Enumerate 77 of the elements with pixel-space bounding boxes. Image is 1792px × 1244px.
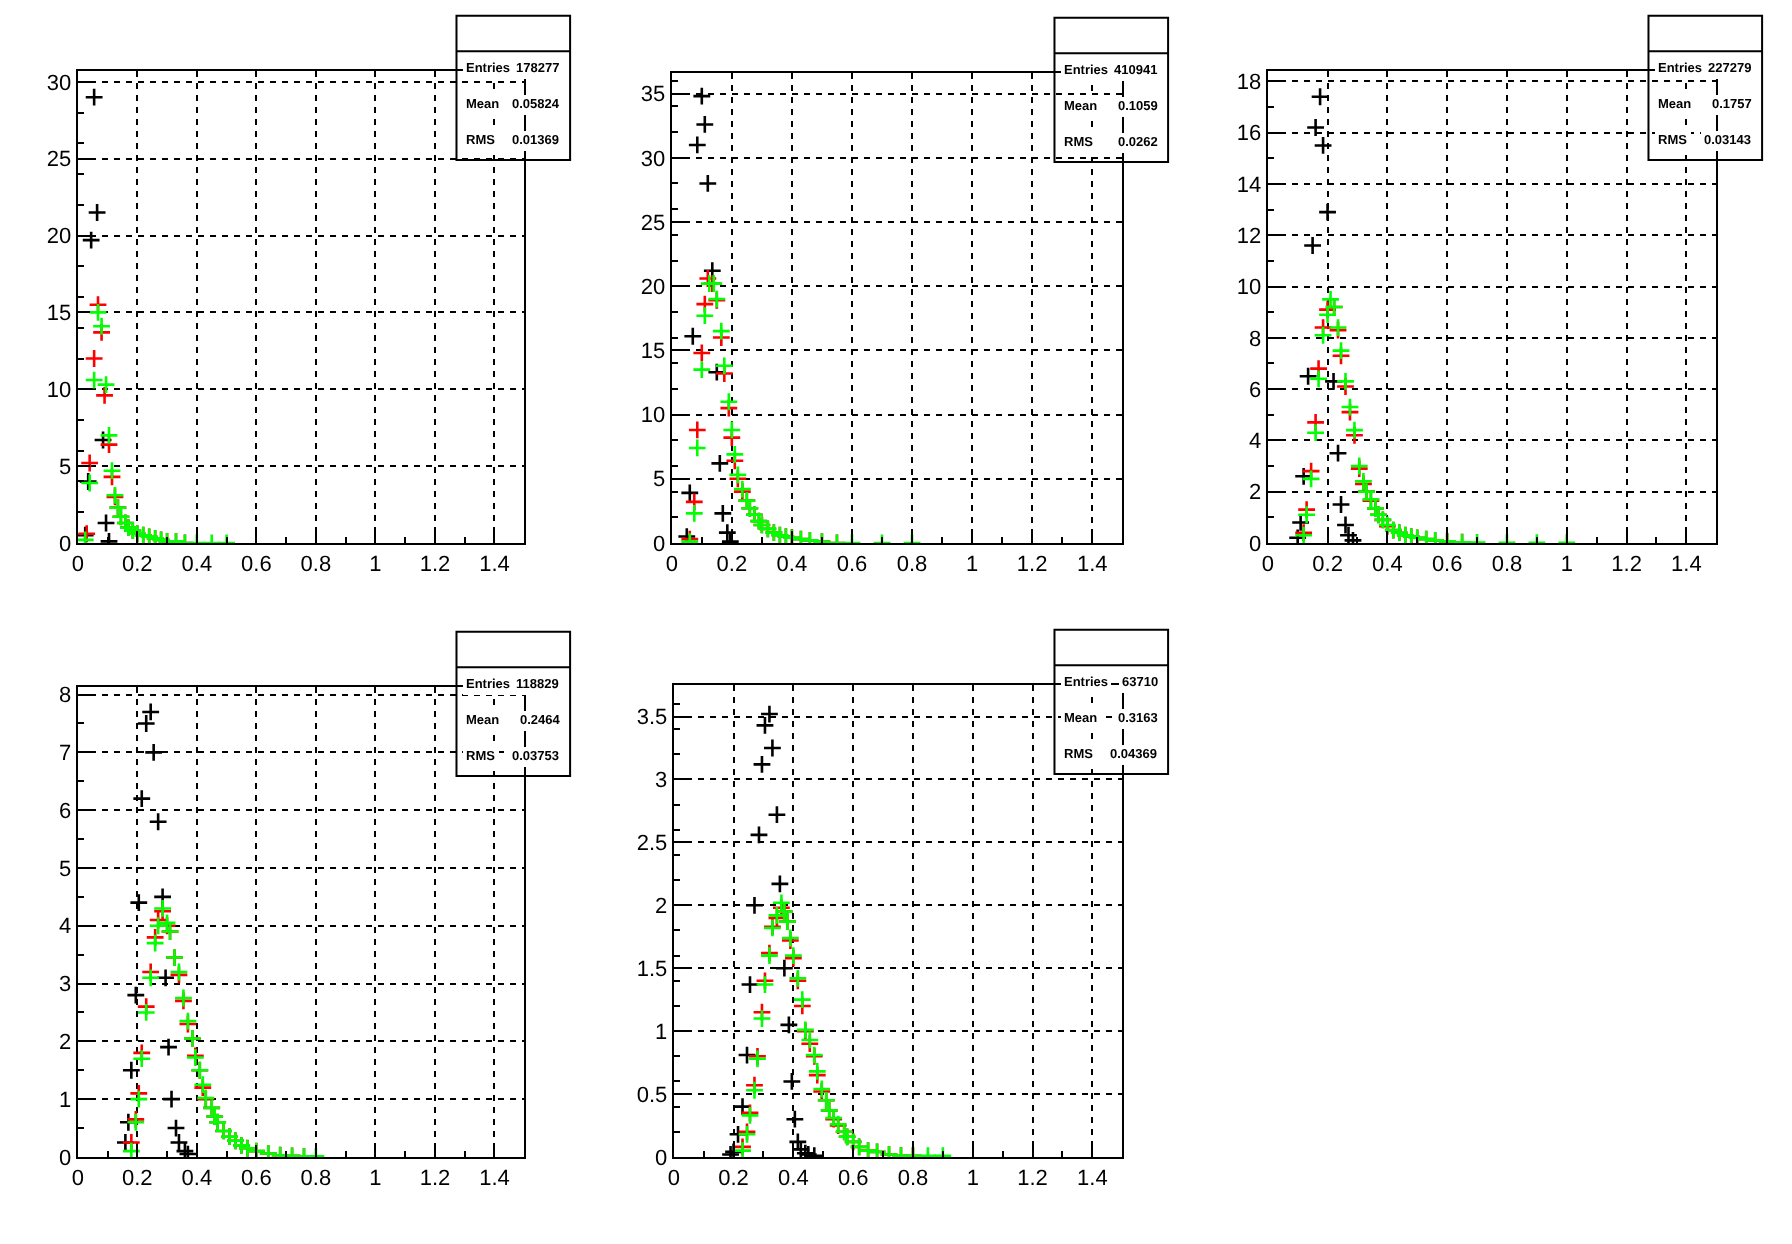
x-tick-label: 1.4 (479, 1167, 510, 1192)
y-tick-label: 2 (59, 1031, 72, 1056)
x-tick-label: 0.8 (1491, 553, 1523, 578)
x-tick-label: 0.4 (181, 1167, 213, 1192)
y-tick-label: 15 (46, 302, 72, 327)
y-tick-label: 30 (640, 147, 666, 172)
x-tick-label: 0.4 (181, 553, 213, 578)
y-tick-label: 30 (46, 71, 72, 96)
y-tick-label: 0 (653, 532, 666, 557)
y-tick-label: 1 (655, 1020, 668, 1045)
x-tick-label: 0.6 (1431, 553, 1463, 578)
x-tick-label: 0.4 (1372, 553, 1403, 578)
x-tick-label: 0.2 (1312, 553, 1343, 578)
y-tick-label: 10 (640, 404, 666, 429)
x-tick-label: 1.4 (1077, 1167, 1108, 1192)
y-tick-label: 3.5 (636, 706, 668, 731)
y-tick-label: 0 (59, 1146, 72, 1171)
y-tick-label: 10 (1236, 276, 1262, 301)
x-tick-label: 0.2 (122, 553, 153, 578)
x-tick-label: 1.2 (1017, 1167, 1048, 1192)
x-tick-label: 0.8 (300, 553, 332, 578)
y-tick-label: 35 (640, 83, 666, 108)
y-tick-label: 2 (655, 895, 668, 919)
x-tick-label: 1 (965, 553, 979, 578)
y-tick-label: 20 (640, 275, 666, 300)
y-tick-label: 25 (46, 148, 72, 173)
y-tick-label: 6 (1249, 378, 1262, 403)
x-tick-label: 1 (966, 1167, 979, 1192)
y-tick-label: 4 (59, 915, 72, 940)
y-tick-label: 25 (640, 211, 666, 236)
y-tick-label: 0 (1249, 532, 1262, 557)
x-tick-label: 1 (369, 1167, 382, 1192)
y-tick-label: 1 (59, 1088, 72, 1113)
y-tick-label: 0.5 (636, 1083, 668, 1108)
y-tick-label: 2.5 (636, 832, 668, 857)
x-tick-label: 1.4 (1076, 553, 1108, 578)
y-tick-label: 5 (59, 455, 72, 480)
y-tick-label: 14 (1236, 173, 1262, 198)
x-tick-label: 0.6 (836, 553, 868, 578)
y-tick-label: 8 (1249, 327, 1262, 352)
y-tick-label: 20 (46, 225, 72, 250)
y-tick-label: 4 (1249, 430, 1262, 455)
y-tick-label: 15 (640, 340, 666, 365)
y-tick-label: 3 (655, 769, 668, 794)
y-tick-label: 18 (1236, 71, 1262, 96)
y-tick-label: 2 (1249, 481, 1262, 506)
x-tick-label: 1.2 (1016, 553, 1048, 578)
y-tick-label: 5 (59, 857, 72, 882)
x-tick-label: 0.8 (300, 1167, 332, 1192)
x-tick-label: 0.4 (776, 553, 808, 578)
y-tick-label: 6 (59, 799, 72, 824)
x-tick-label: 0.2 (716, 553, 748, 578)
x-tick-label: 0.8 (896, 553, 928, 578)
x-tick-label: 0.2 (718, 1167, 749, 1192)
x-tick-label: 1 (1560, 553, 1573, 578)
y-tick-label: 16 (1236, 122, 1262, 147)
x-tick-label: 0.6 (837, 1167, 869, 1192)
x-tick-label: 0.8 (897, 1167, 929, 1192)
y-tick-label: 10 (46, 378, 72, 403)
y-tick-label: 0 (59, 532, 72, 557)
y-tick-label: 8 (59, 684, 72, 709)
x-tick-label: 1.2 (419, 553, 451, 578)
x-tick-label: 1.4 (479, 553, 510, 578)
x-tick-label: 0.2 (122, 1167, 153, 1192)
x-tick-label: 0.6 (241, 553, 272, 578)
y-tick-label: 0 (655, 1146, 668, 1171)
x-tick-label: 1 (369, 553, 382, 578)
y-tick-label: 3 (59, 973, 72, 998)
y-tick-label: 7 (59, 742, 72, 767)
x-tick-label: 1.4 (1671, 553, 1702, 578)
y-tick-label: 5 (653, 468, 666, 493)
x-tick-label: 1.2 (1611, 553, 1642, 578)
y-tick-label: 12 (1236, 224, 1262, 249)
x-tick-label: 1.2 (419, 1167, 451, 1192)
y-tick-label: 1.5 (636, 957, 668, 982)
x-tick-label: 0.6 (241, 1167, 272, 1192)
x-tick-label: 0.4 (778, 1167, 809, 1192)
